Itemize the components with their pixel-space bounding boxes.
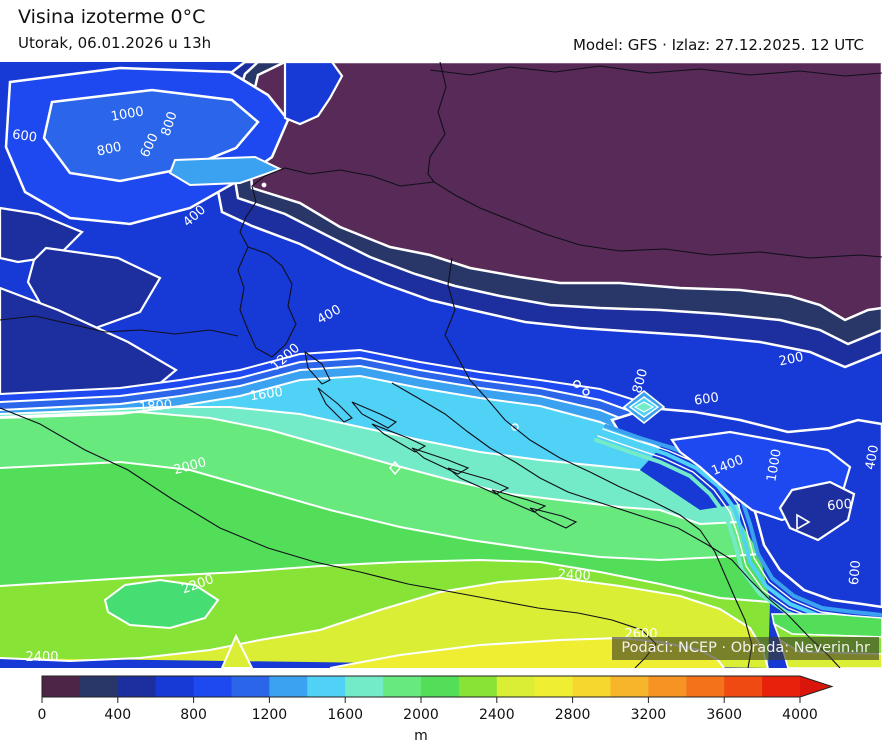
colorbar-ticks: 0 400 800 1200 1600 2000 2400 2800 3200 3600 4000 — [38, 697, 818, 723]
colorbar-segments — [41, 675, 834, 698]
colorbar-tick-label: 4000 — [782, 707, 818, 723]
colorbar-tick-label: 0 — [38, 707, 47, 723]
wedge-2400-2600 — [220, 633, 254, 668]
contour-label: 1600 — [249, 385, 284, 404]
country-borders — [0, 62, 882, 668]
band-1600-1800 — [0, 407, 740, 524]
contour-label: 2400 — [557, 567, 591, 584]
colorbar-area: 0 400 800 1200 1600 2000 2400 2800 3200 3600 4000 … — [0, 668, 882, 752]
colorbar-tick-label: 3600 — [706, 707, 742, 723]
tiny-triangle-contour — [796, 513, 811, 531]
contour-label: 800 — [96, 140, 123, 160]
contour-lines — [0, 348, 771, 668]
colorbar-tick-label: 800 — [180, 707, 207, 723]
page-title: Visina izoterme 0°C — [18, 6, 206, 28]
contour-label: 1000 — [764, 448, 785, 483]
colorbar-tick-label: 1200 — [252, 707, 288, 723]
contour-label: 1000 — [110, 104, 145, 125]
contour-label: 400 — [863, 444, 882, 471]
colorbar-tick-label: 2400 — [479, 707, 515, 723]
colorbar: 0 400 800 1200 1600 2000 2400 2800 3200 3600 4000 … — [38, 675, 834, 744]
alps-spot-1200-1400 — [168, 155, 283, 187]
colorbar-unit-label: m — [414, 728, 428, 744]
contour-label: 600 — [827, 497, 853, 515]
model-run-label: Model: GFS · Izlaz: 27.12.2025. 12 UTC — [572, 36, 864, 54]
band-1400-1600 — [0, 376, 660, 470]
strip-1200-1400 — [0, 366, 660, 448]
pocket-2000-2200 — [103, 578, 220, 630]
isotherm-contour-map: 1000 800600600800400400120016001800200022… — [0, 62, 882, 668]
contour-label: 600 — [847, 560, 864, 586]
pocket-600-800-ne — [283, 62, 344, 126]
contour-label: 800 — [630, 367, 651, 395]
strip-1000-1200 — [0, 358, 660, 434]
contour-label: 200 — [778, 350, 805, 370]
map-area: 1000 800 600 600 800 400 400 1200 1600 1800 2000 22… — [0, 62, 882, 668]
band-2000-2200 — [0, 462, 770, 602]
header: Visina izoterme 0°C Utorak, 06.01.2026 u… — [0, 0, 882, 62]
watermark-badge: Podaci: NCEP · Obrada: Neverin.hr — [612, 637, 879, 660]
band-1800-2000 — [0, 412, 760, 560]
contour-label: 600 — [693, 390, 720, 408]
bullseye-rings — [622, 389, 666, 425]
contour-label: 1800 — [139, 398, 173, 416]
colorbar-tick-label: 2800 — [555, 707, 591, 723]
colorbar-tick-label: 3200 — [631, 707, 667, 723]
colorbar-tick-label: 400 — [104, 707, 131, 723]
contour-label: 2400 — [25, 650, 58, 665]
valid-time-label: Utorak, 06.01.2026 u 13h — [18, 34, 212, 52]
colorbar-tick-label: 1600 — [327, 707, 363, 723]
contour-label: 800 — [159, 110, 181, 138]
blob-pocket-400-600 — [778, 480, 856, 542]
contour-label: 600 — [11, 127, 38, 145]
colorbar-tick-label: 2000 — [403, 707, 439, 723]
tiny-contour-specks — [261, 182, 590, 476]
